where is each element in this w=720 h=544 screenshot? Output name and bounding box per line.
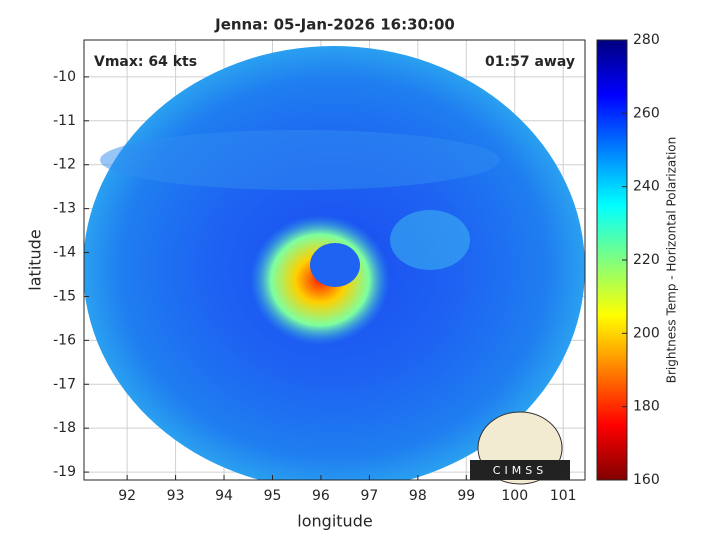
colorbar-tick-label: 280 (633, 32, 660, 48)
x-tick-label: 94 (215, 488, 233, 504)
axes-box (83, 39, 586, 481)
chart-title: Jenna: 05-Jan-2026 16:30:00 (214, 16, 455, 34)
y-tick-label: -10 (53, 69, 76, 85)
x-tick-label: 93 (167, 488, 185, 504)
x-tick-label: 96 (312, 488, 330, 504)
annotation: 01:57 away (485, 54, 575, 70)
y-tick-label: -15 (53, 288, 76, 304)
colorbar-tick-label: 240 (633, 179, 660, 195)
x-tick-label: 101 (550, 488, 577, 504)
band (100, 130, 500, 190)
y-tick-label: -14 (53, 245, 76, 261)
x-tick-label: 97 (360, 488, 378, 504)
logo-text: CIMSS (493, 464, 547, 477)
annotation: Vmax: 64 kts (94, 54, 197, 70)
y-tick-label: -16 (53, 332, 76, 348)
y-tick-label: -13 (53, 201, 76, 217)
colorbar-tick-label: 220 (633, 252, 660, 268)
eye (310, 243, 360, 287)
x-tick-label: 95 (264, 488, 282, 504)
x-tick-label: 92 (118, 488, 136, 504)
y-tick-label: -18 (53, 420, 76, 436)
colorbar-tick-label: 260 (633, 105, 660, 121)
colorbar-tick-label: 200 (633, 325, 660, 341)
y-tick-label: -11 (53, 113, 76, 129)
y-tick-label: -12 (53, 157, 76, 173)
x-axis-label: longitude (297, 512, 372, 531)
colorbar-label: Brightness Temp - Horizontal Polarizatio… (665, 137, 679, 384)
colorbar-tick-label: 180 (633, 399, 660, 415)
y-tick-label: -19 (53, 464, 76, 480)
y-tick-label: -17 (53, 376, 76, 392)
colorbar-tick-label: 160 (633, 472, 660, 488)
y-axis-label: latitude (26, 229, 45, 290)
x-tick-label: 100 (501, 488, 528, 504)
logo: CIMSS (470, 411, 570, 485)
rainband (390, 210, 470, 270)
x-tick-label: 99 (457, 488, 475, 504)
x-tick-label: 98 (409, 488, 427, 504)
image (84, 46, 585, 480)
